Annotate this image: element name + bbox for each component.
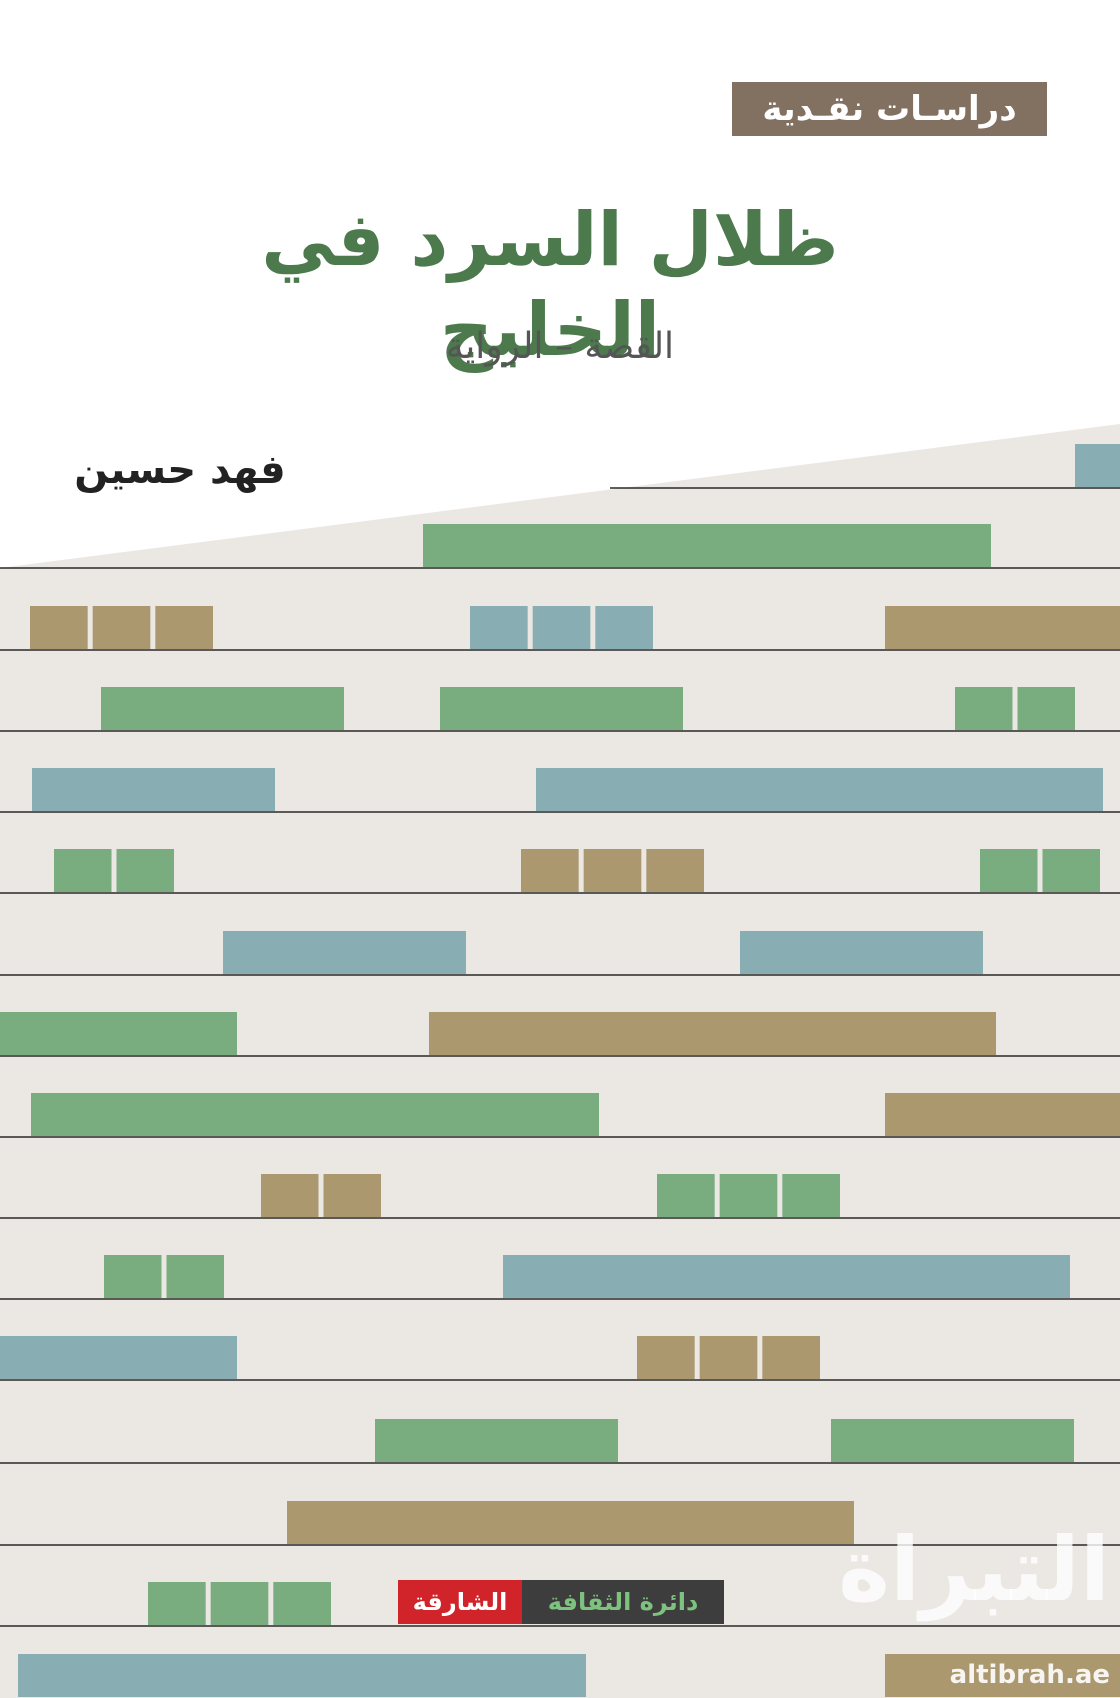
pattern-bar [273, 1582, 331, 1625]
pattern-bar [646, 849, 704, 892]
pattern-bar [287, 1501, 854, 1544]
publisher-logo: دائرة الثقافة الشارقة [398, 1580, 724, 1624]
pattern-bar [223, 931, 466, 974]
publisher-name-part-a: دائرة الثقافة [522, 1580, 724, 1624]
pattern-bar [32, 768, 275, 811]
pattern-bar [375, 1419, 618, 1462]
pattern-bar [0, 1336, 237, 1379]
pattern-bar [423, 524, 991, 567]
pattern-bar [166, 1255, 224, 1298]
pattern-bar [595, 606, 653, 649]
pattern-bar [503, 1255, 1070, 1298]
pattern-bar [885, 606, 1120, 649]
pattern-bar [699, 1336, 758, 1379]
pattern-bar [637, 1336, 695, 1379]
watermark-url: altibrah.ae [949, 1660, 1110, 1690]
pattern-bar [1075, 444, 1120, 487]
pattern-bar [429, 1012, 996, 1055]
pattern-bar [536, 768, 1103, 811]
pattern-bar [521, 849, 579, 892]
pattern-bar [31, 1093, 599, 1136]
pattern-bar [955, 687, 1013, 730]
series-label: دراسـات نقـدية [732, 82, 1047, 136]
book-subtitle: القصة – الرواية [445, 326, 675, 367]
pattern-bar [104, 1255, 162, 1298]
pattern-bar [323, 1174, 381, 1217]
pattern-bar [583, 849, 642, 892]
book-title: ظلال السرد في الخليج [261, 197, 839, 373]
pattern-bar [885, 1093, 1120, 1136]
author-name: فهد حسين [74, 447, 286, 493]
pattern-bar [831, 1419, 1074, 1462]
pattern-bar [782, 1174, 840, 1217]
pattern-bar [1042, 849, 1100, 892]
shelf-lines [0, 487, 1120, 1627]
pattern-bar [762, 1336, 820, 1379]
pattern-bar [148, 1582, 206, 1625]
pattern-bar [657, 1174, 715, 1217]
pattern-bar [980, 849, 1038, 892]
pattern-bar [0, 1012, 237, 1055]
pattern-bar [54, 849, 112, 892]
pattern-bar [116, 849, 174, 892]
pattern-bar [1017, 687, 1075, 730]
pattern-bar [101, 687, 344, 730]
pattern-bar [740, 931, 983, 974]
pattern-bar [210, 1582, 269, 1625]
pattern-bar [470, 606, 528, 649]
publisher-name-part-b: الشارقة [398, 1580, 522, 1624]
pattern-bar [155, 606, 213, 649]
pattern-bar [18, 1654, 586, 1697]
pattern-bar [440, 687, 683, 730]
pattern-bar [30, 606, 88, 649]
pattern-bar [719, 1174, 778, 1217]
pattern-bar [532, 606, 591, 649]
pattern-bar [92, 606, 151, 649]
pattern-bars [0, 444, 1120, 1697]
pattern-bar [885, 1654, 1120, 1697]
pattern-bar [261, 1174, 319, 1217]
watermark-logo: التبراة [838, 1518, 1110, 1621]
